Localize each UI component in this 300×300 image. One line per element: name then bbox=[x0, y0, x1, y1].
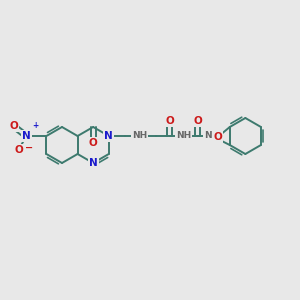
Text: O: O bbox=[213, 132, 222, 142]
Text: N: N bbox=[22, 131, 31, 141]
Text: O: O bbox=[194, 116, 202, 126]
Text: O: O bbox=[14, 145, 23, 155]
Text: O: O bbox=[165, 116, 174, 126]
Text: O: O bbox=[89, 138, 98, 148]
Text: +: + bbox=[32, 121, 39, 130]
Text: NH: NH bbox=[204, 131, 219, 140]
Text: NH: NH bbox=[176, 131, 191, 140]
Text: NH: NH bbox=[132, 131, 147, 140]
Text: O: O bbox=[9, 121, 18, 131]
Text: N: N bbox=[89, 158, 98, 168]
Text: N: N bbox=[104, 131, 113, 141]
Text: −: − bbox=[26, 143, 34, 153]
